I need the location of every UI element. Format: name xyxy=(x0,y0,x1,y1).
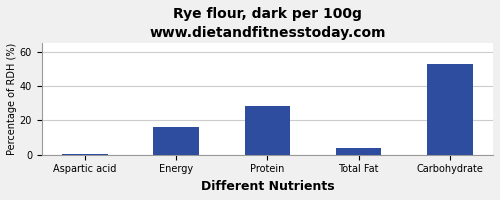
X-axis label: Different Nutrients: Different Nutrients xyxy=(200,180,334,193)
Y-axis label: Percentage of RDH (%): Percentage of RDH (%) xyxy=(7,43,17,155)
Bar xyxy=(336,148,382,155)
Bar xyxy=(62,154,108,155)
Bar xyxy=(427,64,472,155)
Bar xyxy=(154,127,199,155)
Title: Rye flour, dark per 100g
www.dietandfitnesstoday.com: Rye flour, dark per 100g www.dietandfitn… xyxy=(149,7,386,40)
Bar xyxy=(244,106,290,155)
